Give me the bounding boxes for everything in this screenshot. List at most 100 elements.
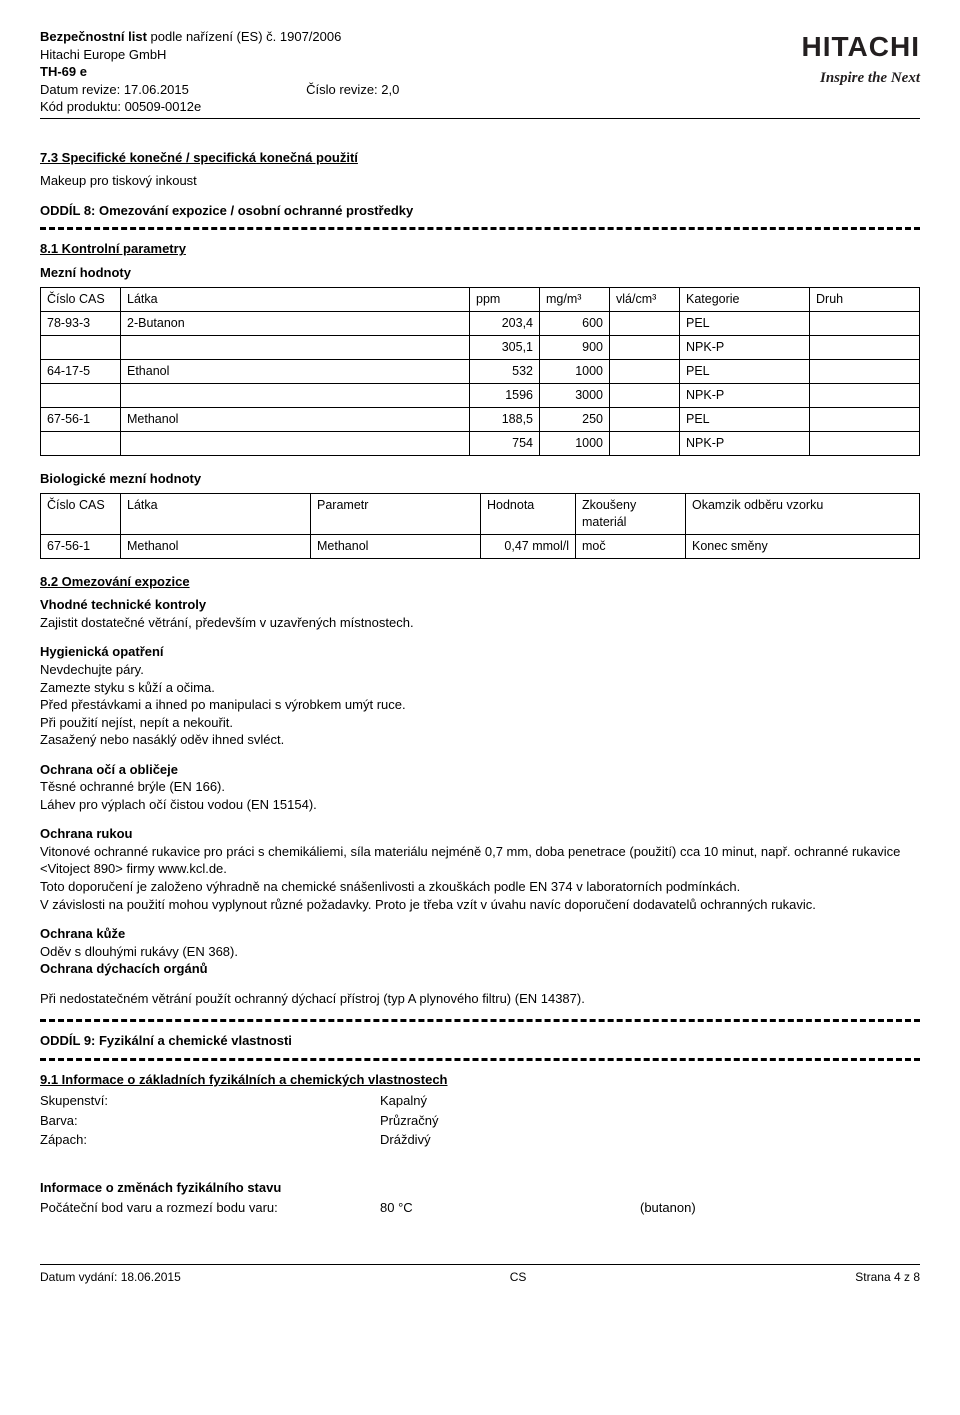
th-moment: Okamzik odběru vzorku — [686, 494, 920, 535]
table-cell: 1000 — [540, 431, 610, 455]
section-9-heading: ODDÍL 9: Fyzikální a chemické vlastnosti — [40, 1032, 920, 1050]
logo-main: HITACHI — [802, 28, 920, 66]
table-cell: 532 — [470, 360, 540, 384]
table-header-row: Číslo CAS Látka Parametr Hodnota Zkoušen… — [41, 494, 920, 535]
table-cell — [810, 407, 920, 431]
table-cell — [810, 360, 920, 384]
table-cell — [610, 431, 680, 455]
sds-title-bold: Bezpečnostní list — [40, 29, 147, 44]
footer-left-label: Datum vydání: — [40, 1270, 121, 1284]
table-cell: 203,4 — [470, 312, 540, 336]
table-cell — [610, 407, 680, 431]
table-cell: 754 — [470, 431, 540, 455]
property-label: Skupenství: — [40, 1092, 380, 1110]
table-cell — [810, 383, 920, 407]
text-line: Zasažený nebo nasáklý oděv ihned svléct. — [40, 731, 920, 749]
th-mgm3: mg/m³ — [540, 288, 610, 312]
section-8-2-heading: 8.2 Omezování expozice — [40, 573, 920, 591]
table-cell — [810, 312, 920, 336]
table-cell: NPK-P — [680, 336, 810, 360]
th-substance: Látka — [121, 288, 470, 312]
table-row: 67-56-1MethanolMethanol0,47 mmol/lmočKon… — [41, 534, 920, 558]
table-row: 305,1900NPK-P — [41, 336, 920, 360]
bp-extra: (butanon) — [640, 1199, 920, 1217]
property-label: Barva: — [40, 1112, 380, 1130]
property-row: Zápach:Dráždivý — [40, 1131, 920, 1149]
sds-title: Bezpečnostní list podle nařízení (ES) č.… — [40, 28, 802, 46]
rev-num-label: Číslo revize: — [306, 82, 381, 97]
page-footer: Datum vydání: 18.06.2015 CS Strana 4 z 8 — [40, 1264, 920, 1285]
table-cell: 250 — [540, 407, 610, 431]
eye-protection: Ochrana očí a obličeje Těsné ochranné br… — [40, 761, 920, 814]
rev-num: 2,0 — [381, 82, 399, 97]
table-cell — [41, 383, 121, 407]
table-cell: 0,47 mmol/l — [481, 534, 576, 558]
table-cell — [610, 360, 680, 384]
boiling-point-row: Počáteční bod varu a rozmezí bodu varu: … — [40, 1199, 920, 1217]
logo: HITACHI Inspire the Next — [802, 28, 920, 88]
code-label: Kód produktu: — [40, 99, 125, 114]
section-9-1-heading: 9.1 Informace o základních fyzikálních a… — [40, 1071, 920, 1089]
table-cell: PEL — [680, 407, 810, 431]
property-value: Dráždivý — [380, 1131, 640, 1149]
section-9-bottom-divider — [40, 1058, 920, 1061]
text-line: Při použití nejíst, nepít a nekouřit. — [40, 714, 920, 732]
text-line: Vitonové ochranné rukavice pro práci s c… — [40, 843, 920, 878]
property-label: Zápach: — [40, 1131, 380, 1149]
section-8-divider — [40, 227, 920, 230]
bio-limits-table: Číslo CAS Látka Parametr Hodnota Zkoušen… — [40, 493, 920, 559]
bio-limits-heading: Biologické mezní hodnoty — [40, 470, 920, 488]
table-cell: Methanol — [311, 534, 481, 558]
th-vlacm3: vlá/cm³ — [610, 288, 680, 312]
th-material: Zkoušeny materiál — [576, 494, 686, 535]
tech-controls: Vhodné technické kontroly Zajistit dosta… — [40, 596, 920, 631]
th-value: Hodnota — [481, 494, 576, 535]
footer-left-val: 18.06.2015 — [121, 1270, 181, 1284]
table-cell — [121, 336, 470, 360]
th-kategorie: Kategorie — [680, 288, 810, 312]
table-cell: 67-56-1 — [41, 407, 121, 431]
bp-val: 80 °C — [380, 1199, 640, 1217]
product-name: TH-69 e — [40, 63, 802, 81]
table-cell — [610, 336, 680, 360]
table-row: 15963000NPK-P — [41, 383, 920, 407]
skin-h: Ochrana kůže — [40, 925, 920, 943]
text-line: Láhev pro výplach očí čistou vodou (EN 1… — [40, 796, 920, 814]
text-line: Těsné ochranné brýle (EN 166). — [40, 778, 920, 796]
limits-heading: Mezní hodnoty — [40, 264, 920, 282]
skin-protection: Ochrana kůže Oděv s dlouhými rukávy (EN … — [40, 925, 920, 978]
header-rule — [40, 118, 920, 119]
table-cell — [610, 383, 680, 407]
table-cell — [121, 383, 470, 407]
table-row: 7541000NPK-P — [41, 431, 920, 455]
th-substance2: Látka — [121, 494, 311, 535]
exposure-limits-table: Číslo CAS Látka ppm mg/m³ vlá/cm³ Katego… — [40, 287, 920, 455]
property-value: Průzračný — [380, 1112, 640, 1130]
section-7-3-heading: 7.3 Specifické konečné / specifická kone… — [40, 149, 920, 167]
section-7-3-text: Makeup pro tiskový inkoust — [40, 172, 920, 190]
table-cell: NPK-P — [680, 383, 810, 407]
table-cell: moč — [576, 534, 686, 558]
text-line: V závislosti na použití mohou vyplynout … — [40, 896, 920, 914]
table-cell: 64-17-5 — [41, 360, 121, 384]
footer-center: CS — [510, 1269, 527, 1285]
rev-date: 17.06.2015 — [124, 82, 189, 97]
rev-line: Datum revize: 17.06.2015 Číslo revize: 2… — [40, 81, 802, 99]
table-cell — [810, 336, 920, 360]
hand-h: Ochrana rukou — [40, 825, 920, 843]
table-cell: 3000 — [540, 383, 610, 407]
sds-title-reg: podle nařízení (ES) č. 1907/2006 — [147, 29, 341, 44]
footer-right: Strana 4 z 8 — [855, 1269, 920, 1285]
table-cell: 305,1 — [470, 336, 540, 360]
tech-controls-t: Zajistit dostatečné větrání, především v… — [40, 614, 920, 632]
table-cell: PEL — [680, 312, 810, 336]
th-druh: Druh — [810, 288, 920, 312]
text-line: Nevdechujte páry. — [40, 661, 920, 679]
section-8-1-heading: 8.1 Kontrolní parametry — [40, 240, 920, 258]
eye-h: Ochrana očí a obličeje — [40, 761, 920, 779]
table-cell: Methanol — [121, 534, 311, 558]
th-cas: Číslo CAS — [41, 288, 121, 312]
code-val: 00509-0012e — [125, 99, 202, 114]
code-line: Kód produktu: 00509-0012e — [40, 98, 802, 116]
property-row: Barva:Průzračný — [40, 1112, 920, 1130]
